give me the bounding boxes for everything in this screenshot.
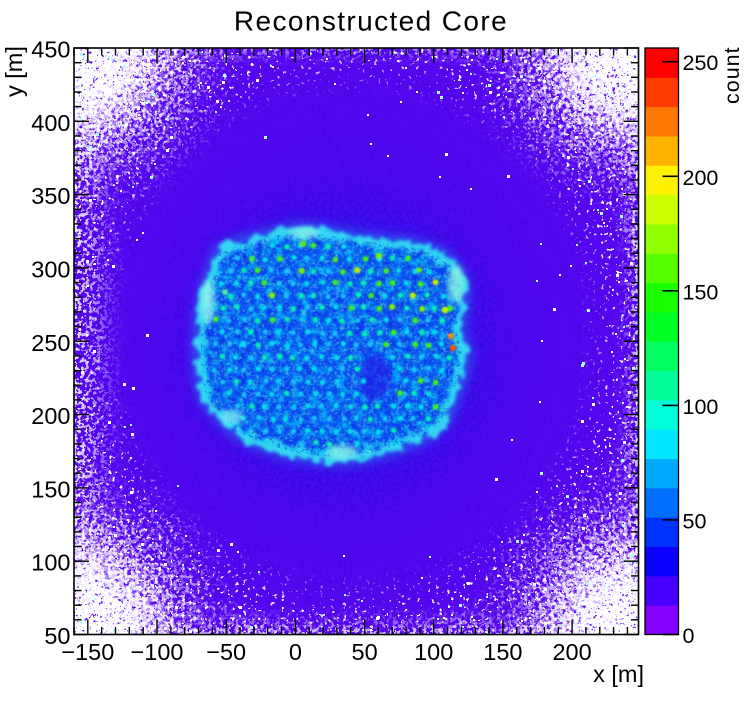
svg-text:−50: −50: [206, 639, 246, 665]
svg-text:250: 250: [31, 330, 70, 356]
svg-text:−150: −150: [61, 639, 114, 665]
svg-text:50: 50: [352, 639, 378, 665]
svg-text:150: 150: [31, 476, 70, 502]
svg-text:350: 350: [31, 183, 70, 209]
svg-text:Reconstructed Core: Reconstructed Core: [234, 6, 508, 37]
svg-text:100: 100: [683, 395, 719, 419]
svg-text:x [m]: x [m]: [593, 661, 644, 687]
svg-text:100: 100: [414, 639, 453, 665]
svg-text:400: 400: [31, 110, 70, 136]
svg-text:50: 50: [683, 509, 707, 533]
svg-text:200: 200: [31, 403, 70, 429]
svg-text:250: 250: [683, 51, 719, 75]
svg-text:0: 0: [683, 624, 695, 648]
svg-text:count: count: [720, 46, 744, 104]
svg-text:450: 450: [31, 37, 70, 63]
svg-text:−100: −100: [131, 639, 184, 665]
svg-text:300: 300: [31, 256, 70, 282]
svg-text:150: 150: [483, 639, 522, 665]
svg-text:200: 200: [683, 166, 719, 190]
svg-text:200: 200: [552, 639, 591, 665]
svg-text:150: 150: [683, 280, 719, 304]
svg-text:50: 50: [44, 623, 70, 649]
svg-text:0: 0: [289, 639, 302, 665]
svg-text:y [m]: y [m]: [1, 46, 27, 97]
svg-text:100: 100: [31, 550, 70, 576]
